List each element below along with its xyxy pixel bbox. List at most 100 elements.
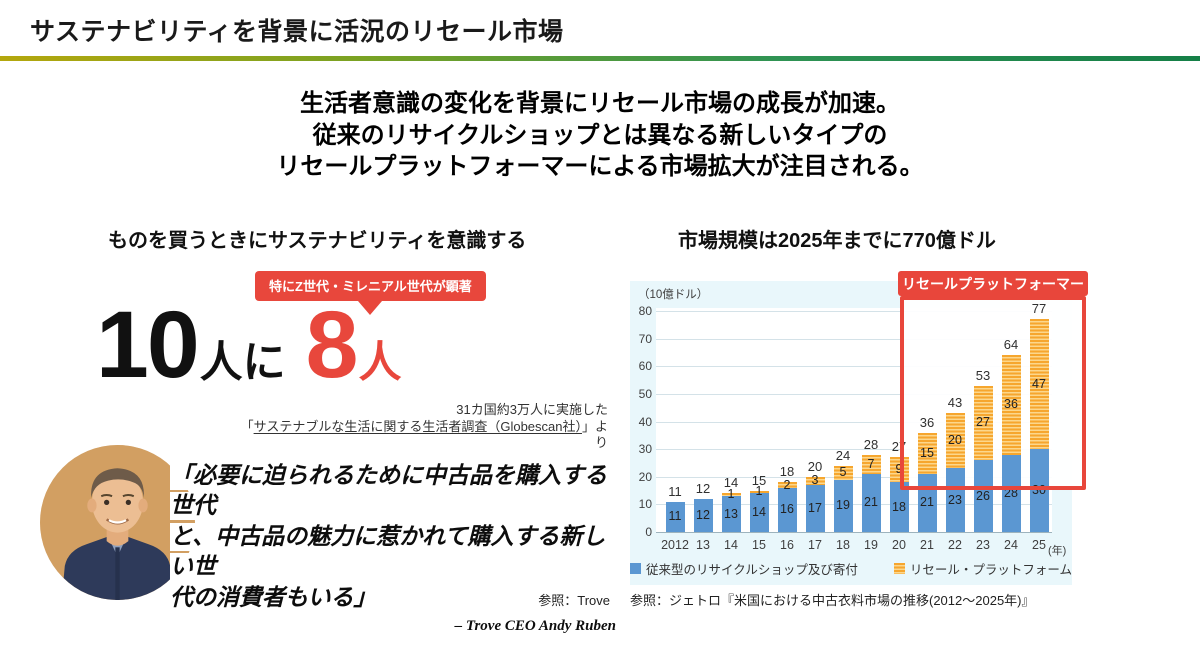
y-axis-tick-30: 30 bbox=[638, 442, 652, 457]
resale-platformer-highlight-box bbox=[900, 296, 1086, 490]
bar-16-conventional bbox=[777, 487, 797, 532]
bar-17-resale-platform bbox=[805, 476, 825, 486]
page-title: サステナビリティを背景に活況のリセール市場 bbox=[30, 18, 564, 46]
legend-label-0: 従来型のリサイクルショップ及び寄付 bbox=[645, 563, 858, 577]
quote-attribution: – Trove CEO Andy Ruben bbox=[454, 618, 616, 634]
survey-source-suffix: 」より bbox=[581, 418, 608, 451]
x-axis-label-18: 18 bbox=[836, 538, 850, 552]
legend-swatch-0 bbox=[629, 563, 641, 574]
x-axis-label-13: 13 bbox=[696, 538, 710, 552]
bar-19-conventional bbox=[861, 473, 881, 532]
label-16-conventional-value: 16 bbox=[780, 502, 794, 517]
x-axis-label-17: 17 bbox=[808, 538, 822, 552]
chart-unit-label: （10億ドル） bbox=[638, 289, 709, 301]
x-axis-label-23: 23 bbox=[976, 538, 990, 552]
label-16-total: 18 bbox=[779, 464, 795, 480]
label-17-conventional-value: 17 bbox=[808, 501, 822, 516]
ceo-portrait-photo bbox=[40, 445, 195, 600]
y-axis-tick-40: 40 bbox=[638, 414, 652, 429]
x-axis-label-2012: 2012 bbox=[661, 538, 689, 552]
chart-source-caption: 参照：ジェトロ『米国における中古衣料市場の推移(2012～2025年)』 bbox=[630, 593, 1035, 608]
market-chart: （10億ドル） 0 10 20 30 40 50 60 70 80 11 11 2012 12 12 13 1… bbox=[629, 271, 1088, 585]
headline-line-2: 従来のリサイクルショップとは異なる新しいタイプの bbox=[312, 121, 888, 149]
gridline-10 bbox=[656, 504, 1052, 506]
x-axis-label-22: 22 bbox=[948, 538, 962, 552]
label-19-conventional-value: 21 bbox=[864, 495, 878, 510]
label-23-total: 53 bbox=[975, 367, 991, 383]
label-14-conventional-value: 13 bbox=[724, 506, 738, 521]
gridline-80 bbox=[656, 311, 1052, 312]
label-21-total: 36 bbox=[919, 414, 935, 430]
label-18-conventional-value: 19 bbox=[836, 498, 850, 513]
stat-value-10: 10 bbox=[96, 292, 200, 398]
bar-19-resale-platform bbox=[861, 454, 881, 474]
gridline-50 bbox=[656, 393, 1052, 395]
bar-24-conventional bbox=[1001, 454, 1021, 532]
bar-2012-conventional bbox=[665, 501, 685, 532]
bar-21-resale-platform bbox=[917, 432, 937, 474]
chart-legend: 従来型のリサイクルショップ及び寄付 リセール・プラットフォーム bbox=[629, 559, 1072, 578]
stat-unit-nin-ni: 人に bbox=[199, 339, 286, 387]
bar-15-conventional bbox=[749, 493, 769, 532]
label-24-resale-value: 36 bbox=[1004, 397, 1018, 412]
right-section-heading: 市場規模は2025年までに770億ドル bbox=[678, 230, 996, 252]
gridline-60 bbox=[656, 366, 1052, 368]
bar-15-resale-platform bbox=[749, 490, 769, 494]
gridline-40 bbox=[656, 421, 1052, 423]
x-axis-unit-suffix: (年) bbox=[1048, 545, 1067, 557]
bar-18-resale-platform bbox=[833, 465, 853, 480]
bar-23-conventional bbox=[973, 460, 993, 532]
x-axis-label-25: 25 bbox=[1032, 538, 1046, 552]
survey-source-prefix: 「 bbox=[240, 418, 254, 434]
label-21-resale-value: 15 bbox=[920, 445, 934, 460]
globescan-survey-link[interactable]: サステナブルな生活に関する生活者調査（Globescan社） bbox=[253, 418, 582, 434]
label-13-total: 12 bbox=[695, 480, 711, 496]
stat-8-of-10: 10 人に 8 人 bbox=[96, 298, 404, 393]
quote-line-1: 「必要に迫られるために中古品を購入する世代 bbox=[170, 462, 607, 520]
x-axis-label-15: 15 bbox=[752, 538, 766, 552]
gridline-70 bbox=[656, 338, 1052, 340]
label-15-resale-value: 1 bbox=[755, 484, 763, 499]
bar-23-resale-platform bbox=[973, 385, 993, 461]
bar-14-resale-platform bbox=[721, 493, 741, 497]
label-19-resale-value: 7 bbox=[867, 456, 875, 471]
y-axis-tick-0: 0 bbox=[645, 525, 652, 539]
bar-13-conventional bbox=[693, 498, 713, 532]
label-14-resale-value: 1 bbox=[727, 487, 735, 502]
x-axis-label-14: 14 bbox=[724, 538, 738, 552]
label-17-total: 20 bbox=[807, 458, 823, 474]
x-axis-label-24: 24 bbox=[1004, 538, 1018, 552]
person-avatar-graphic bbox=[40, 445, 195, 600]
bar-18-conventional bbox=[833, 479, 853, 532]
headline: 生活者意識の変化を背景にリセール市場の成長が加速。 従来のリサイクルショップとは… bbox=[0, 88, 1200, 183]
bar-22-conventional bbox=[945, 468, 965, 532]
x-axis-line bbox=[656, 532, 1052, 533]
bar-20-conventional bbox=[889, 482, 909, 532]
label-2012-total: 11 bbox=[668, 483, 682, 499]
generation-badge: 特にZ世代・ミレニアル世代が顕著 bbox=[255, 271, 486, 315]
label-16-resale-value: 2 bbox=[783, 477, 791, 492]
y-axis-tick-70: 70 bbox=[638, 331, 652, 346]
y-axis-tick-10: 10 bbox=[638, 497, 652, 512]
label-25-total: 77 bbox=[1031, 301, 1047, 317]
stat-unit-nin: 人 bbox=[358, 339, 402, 387]
gridline-30 bbox=[656, 449, 1052, 451]
x-axis-label-19: 19 bbox=[864, 538, 878, 552]
label-14-total: 14 bbox=[723, 475, 739, 491]
ceo-quote: 「必要に迫られるために中古品を購入する世代 と、中古品の魅力に惹かれて購入する新… bbox=[170, 461, 622, 635]
y-axis-tick-50: 50 bbox=[638, 386, 652, 401]
x-axis-label-21: 21 bbox=[920, 538, 934, 552]
x-axis-label-20: 20 bbox=[892, 538, 906, 552]
label-24-total: 64 bbox=[1003, 337, 1019, 353]
survey-source-line1: 31カ国約3万人に実施した bbox=[456, 402, 608, 417]
label-15-total: 15 bbox=[751, 472, 767, 488]
label-20-conventional-value: 18 bbox=[892, 499, 906, 514]
label-17-resale-value: 3 bbox=[811, 473, 819, 488]
label-23-resale-value: 27 bbox=[976, 415, 990, 430]
survey-source-note: 31カ国約3万人に実施した 「サステナブルな生活に関する生活者調査（Globes… bbox=[240, 402, 608, 452]
bar-24-resale-platform bbox=[1001, 355, 1021, 455]
trove-reference: 参照：Trove bbox=[538, 593, 610, 608]
headline-line-1: 生活者意識の変化を背景にリセール市場の成長が加速。 bbox=[300, 90, 900, 117]
quote-line-2: と、中古品の魅力に惹かれて購入する新しい世 bbox=[170, 523, 606, 581]
legend-item-conventional: 従来型のリサイクルショップ及び寄付 bbox=[629, 559, 858, 578]
